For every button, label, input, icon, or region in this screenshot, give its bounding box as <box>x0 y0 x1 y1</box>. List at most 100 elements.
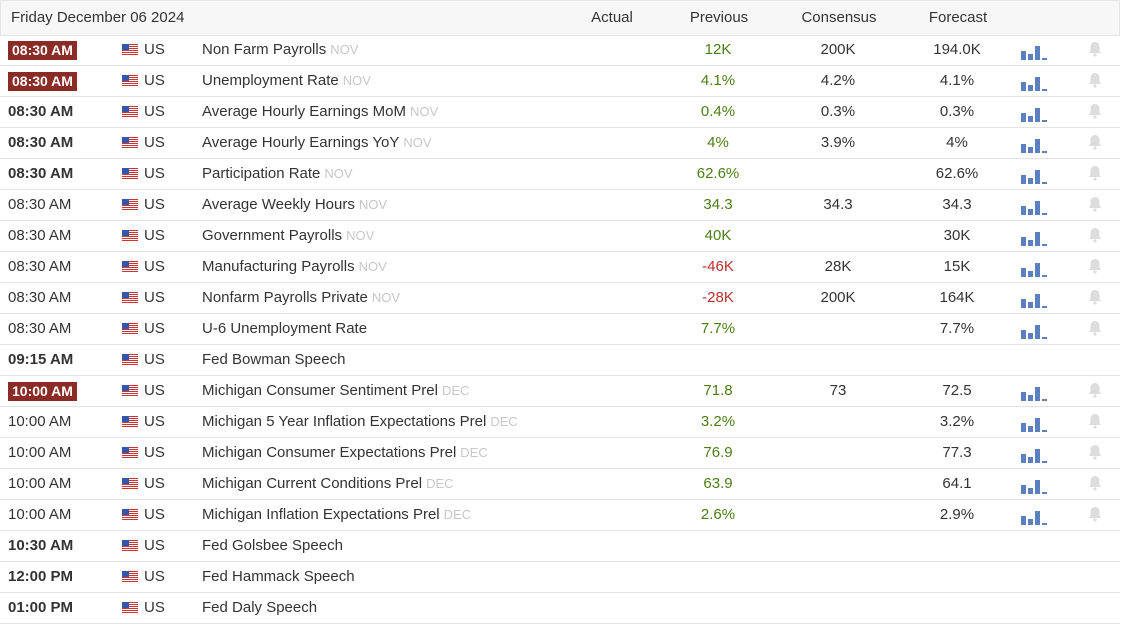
chart-icon[interactable] <box>1021 290 1051 308</box>
forecast-value: 30K <box>943 227 971 244</box>
column-header: Previous <box>689 9 749 26</box>
previous-value: 71.8 <box>703 382 733 399</box>
event-row: 08:30 AM US Average Weekly Hours NOV 34.3 34.… <box>0 190 1120 221</box>
chart-icon[interactable] <box>1021 259 1051 277</box>
event-time: 10:30 AM <box>8 537 74 554</box>
event-name-cell: Average Hourly Earnings YoY NOV <box>202 128 432 158</box>
country: US <box>144 475 165 492</box>
previous-value: 76.9 <box>703 444 733 461</box>
event-period: NOV <box>371 290 401 305</box>
alert-bell[interactable] <box>1088 258 1102 274</box>
country-flag <box>121 353 139 366</box>
country-flag <box>121 229 139 242</box>
event-name: Average Weekly Hours <box>202 196 355 213</box>
alert-bell[interactable] <box>1088 475 1102 491</box>
event-period: NOV <box>330 42 359 57</box>
chart-icon[interactable] <box>1021 166 1051 184</box>
chart-icon[interactable] <box>1021 104 1051 122</box>
event-time: 08:30 AM <box>8 258 72 275</box>
event-row: 08:30 AM US Unemployment Rate NOV 4.1% 4.2% 4.… <box>0 66 1120 97</box>
alert-bell[interactable] <box>1088 103 1102 119</box>
event-name-cell: Fed Bowman Speech <box>202 345 345 375</box>
previous-value: -46K <box>702 258 734 275</box>
event-row: 12:00 PM US Fed Hammack Speech <box>0 562 1120 593</box>
alert-bell[interactable] <box>1088 413 1102 429</box>
consensus-value: 34.3 <box>823 196 853 213</box>
forecast-value: 34.3 <box>942 196 972 213</box>
event-row: 10:00 AM US Michigan 5 Year Inflation Expe… <box>0 407 1120 438</box>
event-name: Michigan Consumer Expectations Prel <box>202 444 457 461</box>
country-flag <box>121 508 139 521</box>
alert-bell[interactable] <box>1088 227 1102 243</box>
event-period: NOV <box>346 228 375 243</box>
chart-icon[interactable] <box>1021 321 1051 339</box>
event-name-cell: Michigan Consumer Expectations Prel DEC <box>202 438 488 468</box>
previous-value: 3.2% <box>700 413 736 430</box>
forecast-value: 77.3 <box>942 444 972 461</box>
event-name: Fed Daly Speech <box>202 599 318 616</box>
event-period: NOV <box>403 135 432 150</box>
alert-bell[interactable] <box>1088 72 1102 88</box>
country-flag <box>121 198 139 211</box>
event-name-cell: Average Hourly Earnings MoM NOV <box>202 97 438 127</box>
event-name-cell: Government Payrolls NOV <box>202 221 374 251</box>
chart-icon[interactable] <box>1021 445 1051 463</box>
country: US <box>144 227 165 244</box>
country: US <box>144 289 165 306</box>
previous-value: -28K <box>702 289 734 306</box>
alert-bell[interactable] <box>1088 320 1102 336</box>
chart-icon[interactable] <box>1021 73 1051 91</box>
event-name-cell: U-6 Unemployment Rate <box>202 314 367 344</box>
event-name: Government Payrolls <box>202 227 343 244</box>
chart-icon[interactable] <box>1021 507 1051 525</box>
event-name: Michigan 5 Year Inflation Expectations P… <box>202 413 487 430</box>
event-row: 08:30 AM US Non Farm Payrolls NOV 12K 200K 194… <box>0 35 1120 66</box>
chart-icon[interactable] <box>1021 228 1051 246</box>
country-flag <box>121 446 139 459</box>
chart-icon[interactable] <box>1021 414 1051 432</box>
chart-icon[interactable] <box>1021 476 1051 494</box>
event-time: 08:30 AM <box>8 196 72 213</box>
event-name-cell: Fed Daly Speech <box>202 593 317 623</box>
event-row: 10:00 AM US Michigan Consumer Expectations… <box>0 438 1120 469</box>
country-flag <box>121 384 139 397</box>
previous-value: 4.1% <box>700 72 736 89</box>
chart-icon[interactable] <box>1021 42 1051 60</box>
event-name: Nonfarm Payrolls Private <box>202 289 368 306</box>
event-time: 08:30 AM <box>8 41 77 60</box>
event-time: 10:00 AM <box>8 506 72 523</box>
chart-icon[interactable] <box>1021 135 1051 153</box>
event-name-cell: Unemployment Rate NOV <box>202 66 371 96</box>
forecast-value: 62.6% <box>935 165 979 182</box>
event-name: Non Farm Payrolls <box>202 41 327 58</box>
country: US <box>144 134 165 151</box>
alert-bell[interactable] <box>1088 41 1102 57</box>
country-flag <box>121 136 139 149</box>
previous-value: 62.6% <box>696 165 740 182</box>
country: US <box>144 72 165 89</box>
alert-bell[interactable] <box>1088 444 1102 460</box>
event-name: Fed Hammack Speech <box>202 568 355 585</box>
event-time: 08:30 AM <box>8 72 77 91</box>
alert-bell[interactable] <box>1088 134 1102 150</box>
country: US <box>144 103 165 120</box>
country-flag <box>121 291 139 304</box>
chart-icon[interactable] <box>1021 383 1051 401</box>
country: US <box>144 258 165 275</box>
country-flag <box>121 601 139 614</box>
alert-bell[interactable] <box>1088 506 1102 522</box>
column-header: Consensus <box>801 9 877 26</box>
alert-bell[interactable] <box>1088 165 1102 181</box>
alert-bell[interactable] <box>1088 289 1102 305</box>
alert-bell[interactable] <box>1088 382 1102 398</box>
consensus-value: 0.3% <box>820 103 856 120</box>
chart-icon[interactable] <box>1021 197 1051 215</box>
event-name: Michigan Consumer Sentiment Prel <box>202 382 438 399</box>
previous-value: 40K <box>704 227 732 244</box>
event-name: Fed Bowman Speech <box>202 351 346 368</box>
previous-value: 12K <box>704 41 732 58</box>
alert-bell[interactable] <box>1088 196 1102 212</box>
event-name: Manufacturing Payrolls <box>202 258 355 275</box>
previous-value: 7.7% <box>700 320 736 337</box>
event-time: 09:15 AM <box>8 351 74 368</box>
